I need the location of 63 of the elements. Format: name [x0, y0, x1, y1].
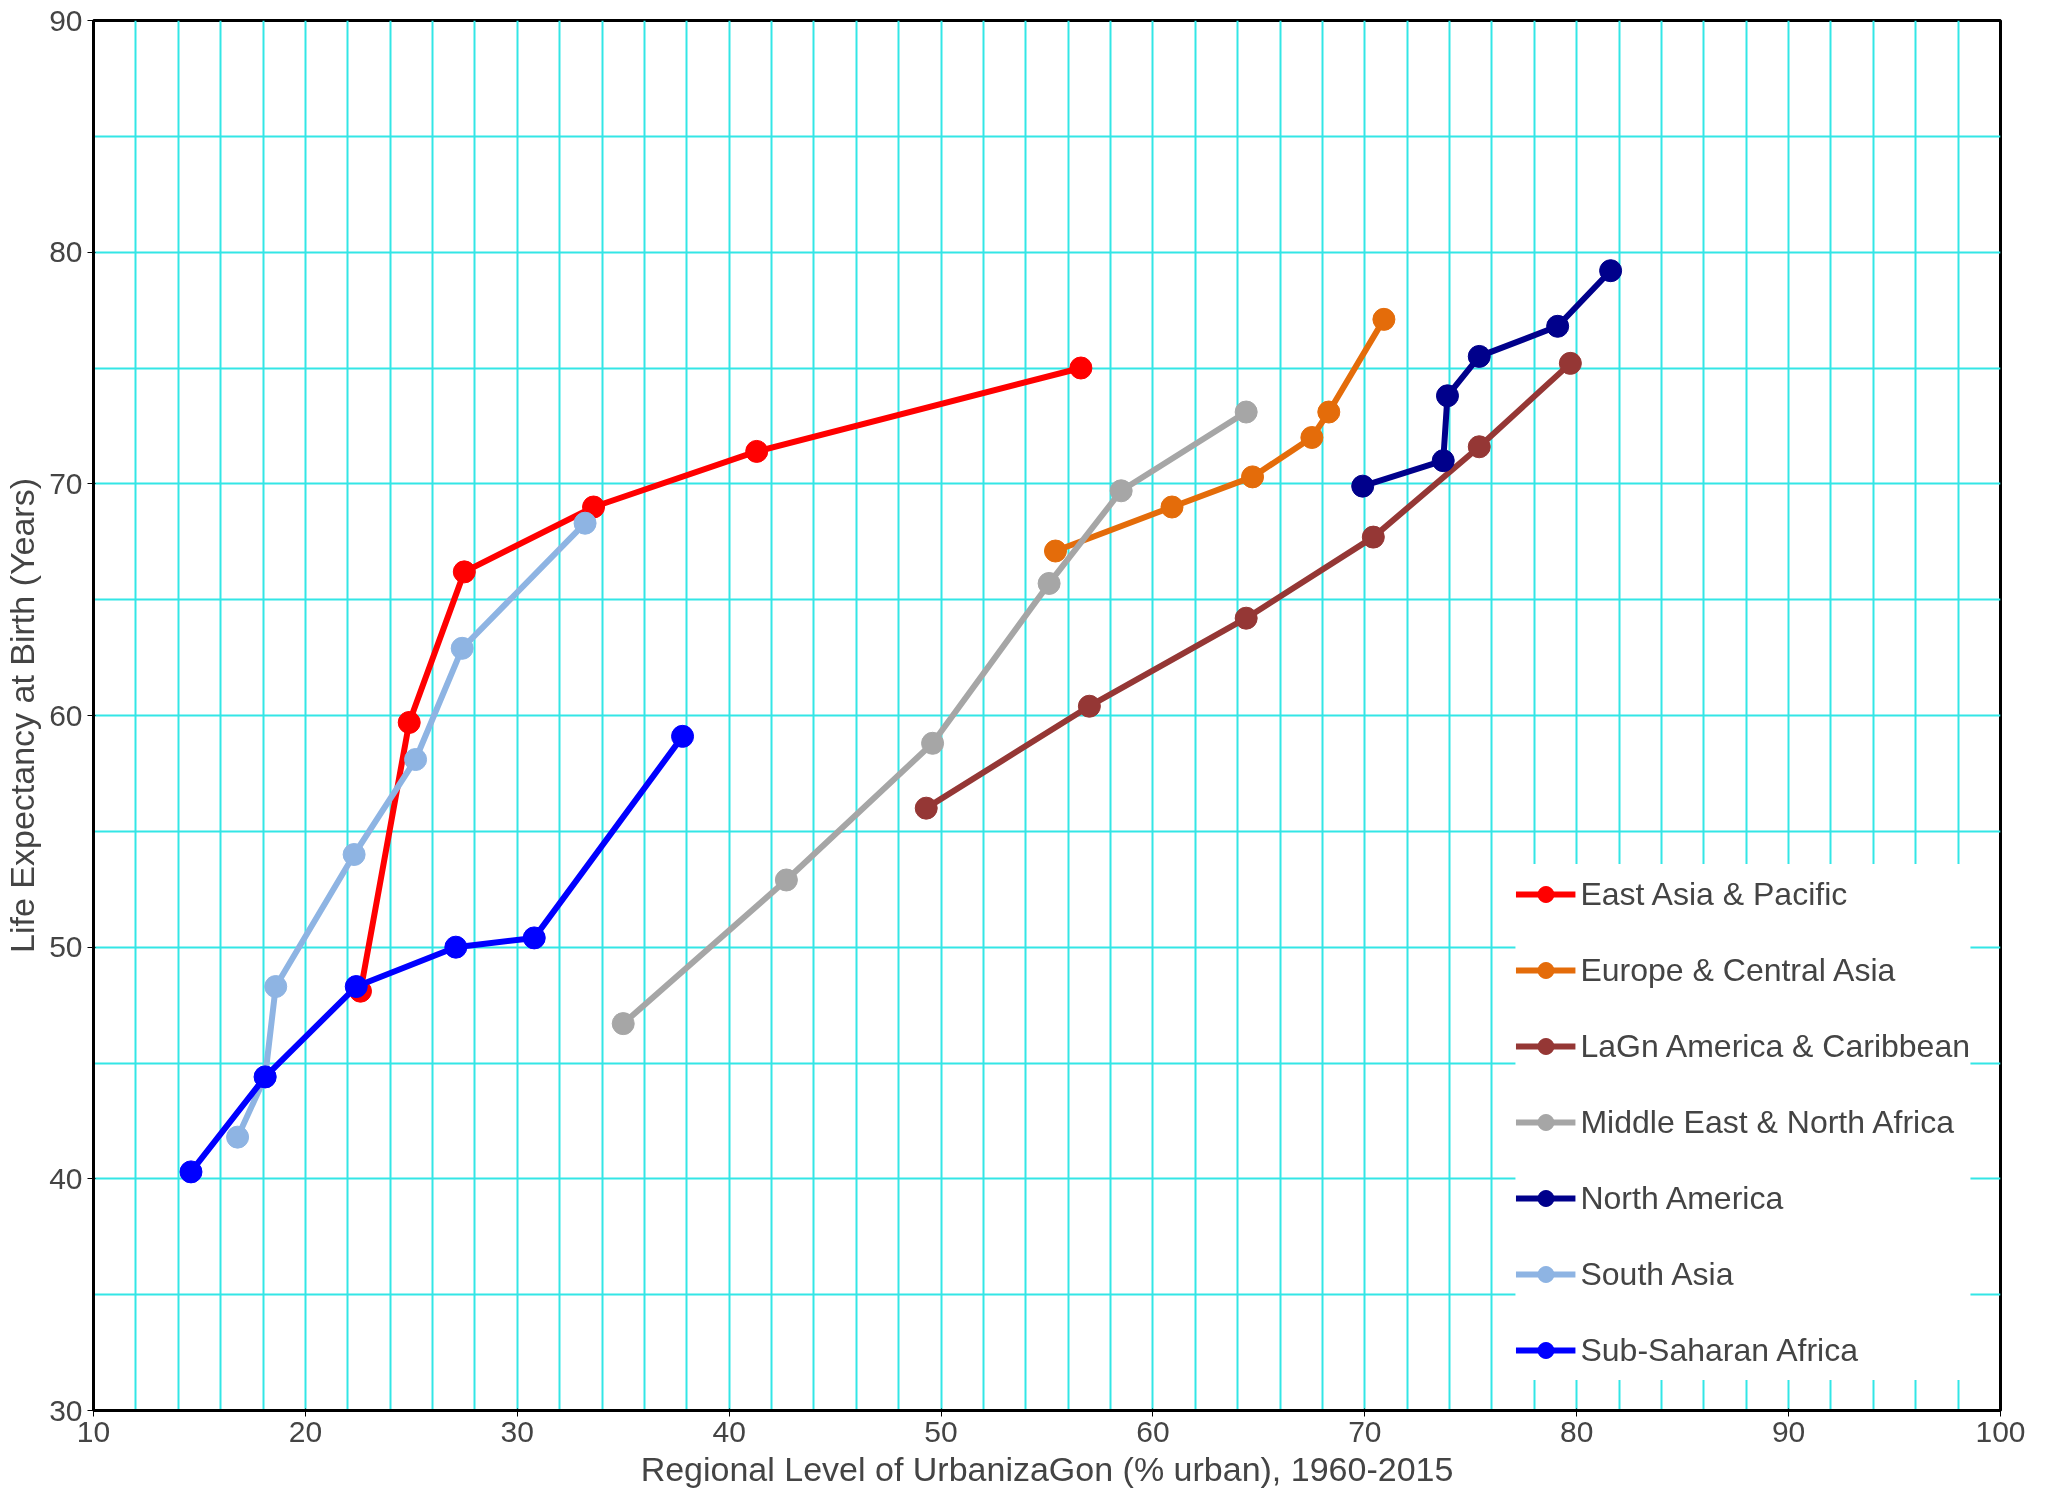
legend-label: Middle East & North Africa [1580, 1102, 1954, 1142]
point [745, 439, 769, 463]
x-tick-label: 90 [1771, 1414, 1806, 1448]
point [1300, 426, 1324, 449]
x-tick-label: 100 [1975, 1414, 2026, 1448]
x-tick-label: 60 [1136, 1414, 1170, 1448]
legend-label: LaGn America & Caribbean [1580, 1026, 1970, 1066]
point [1467, 344, 1491, 368]
point [452, 560, 476, 584]
point [1558, 351, 1582, 375]
point [1160, 495, 1184, 519]
point [1037, 571, 1061, 595]
point [264, 975, 288, 999]
y-tick-label: 90 [49, 3, 83, 37]
point [1234, 606, 1258, 630]
point [444, 935, 468, 959]
y-axis-title: Life Expectancy at Birth (Years) [3, 478, 42, 953]
point [573, 511, 597, 535]
y-tick-label: 40 [49, 1161, 83, 1195]
y-tick-label: 80 [49, 235, 83, 269]
point [1351, 474, 1375, 498]
point [1109, 479, 1133, 503]
point [450, 636, 474, 660]
point [921, 731, 945, 755]
point [342, 843, 366, 866]
x-axis-title: Regional Level of UrbanizaGon (% urban), 1960-2015 [640, 1449, 1454, 1488]
y-tick-label: 50 [49, 930, 83, 964]
x-tick-label: 70 [1348, 1414, 1382, 1448]
x-tick-label: 30 [500, 1414, 534, 1448]
x-tick-label: 40 [712, 1414, 746, 1448]
x-tick-label: 80 [1560, 1414, 1594, 1448]
point [522, 926, 546, 950]
x-tick-label: 50 [924, 1414, 958, 1448]
point [1234, 400, 1258, 424]
point [582, 495, 606, 519]
point [914, 796, 938, 820]
point [671, 724, 695, 748]
point [397, 710, 421, 734]
point [1241, 465, 1265, 489]
y-tick-label: 70 [49, 466, 83, 500]
point [404, 748, 428, 771]
point [611, 1012, 635, 1036]
point [1077, 694, 1101, 718]
point [1043, 539, 1067, 563]
legend-label: East Asia & Pacific [1580, 874, 1848, 914]
point [1546, 314, 1570, 338]
point [1361, 525, 1385, 549]
legend-label: South Asia [1580, 1254, 1734, 1294]
point [1599, 259, 1623, 283]
x-tick-label: 20 [288, 1414, 323, 1448]
legend-label: North America [1580, 1178, 1784, 1218]
point [1372, 307, 1396, 331]
point [774, 868, 798, 892]
point [179, 1160, 203, 1184]
point [1069, 356, 1093, 380]
point [1317, 400, 1341, 424]
point [1431, 449, 1455, 473]
point [1435, 384, 1459, 408]
point [1467, 435, 1491, 459]
legend-label: Sub-Saharan Africa [1580, 1330, 1858, 1370]
point [226, 1125, 250, 1149]
y-tick-label: 60 [49, 698, 83, 732]
legend-label: Europe & Central Asia [1580, 950, 1896, 990]
